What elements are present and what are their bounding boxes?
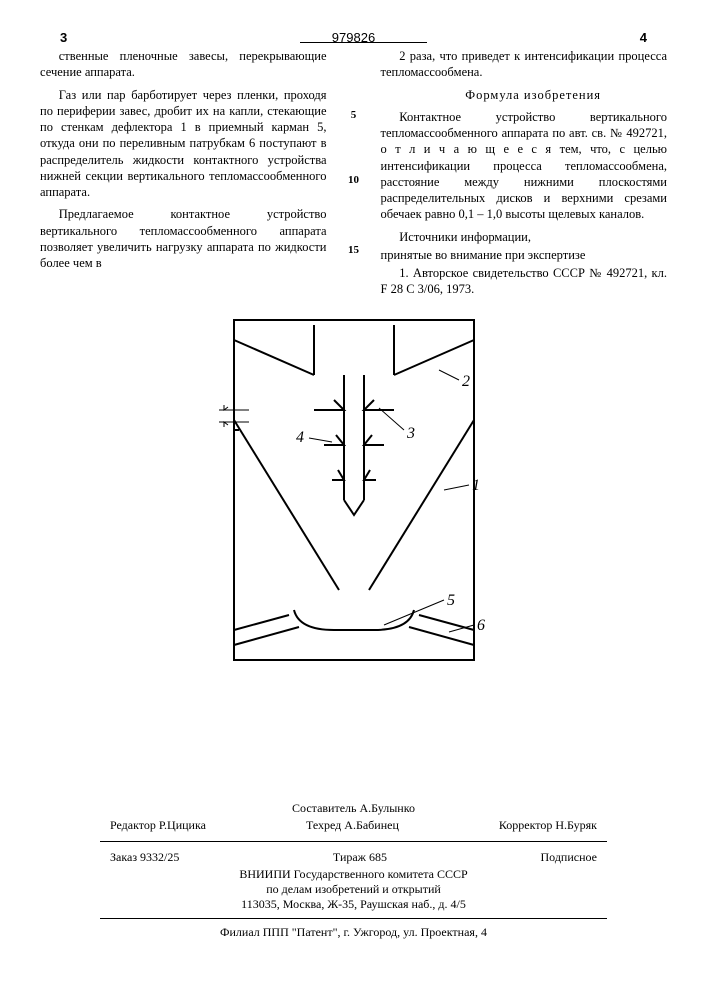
header-rule bbox=[300, 42, 427, 43]
para: принятые во внимание при экспертизе bbox=[381, 247, 668, 263]
line-marker: 15 bbox=[348, 243, 359, 257]
page-num-right: 4 bbox=[640, 30, 647, 45]
editor: Редактор Р.Цицика bbox=[110, 818, 206, 833]
org-line: по делам изобретений и открытий bbox=[100, 882, 607, 897]
address-line: 113035, Москва, Ж-35, Раушская наб., д. … bbox=[100, 897, 607, 912]
rule bbox=[100, 841, 607, 842]
filial-line: Филиал ППП "Патент", г. Ужгород, ул. Про… bbox=[100, 925, 607, 940]
para: Контактное устройство вертикального тепл… bbox=[381, 109, 668, 223]
figure-label-2: 2 bbox=[462, 373, 470, 390]
para: ственные пленочные завесы, перекрывающие… bbox=[40, 48, 327, 81]
para: Предлагаемое контактное устройство верти… bbox=[40, 206, 327, 271]
figure-svg: 2 3 4 1 5 6 bbox=[214, 310, 494, 670]
editors-row: Редактор Р.Цицика Техред А.Бабинец Корре… bbox=[100, 816, 607, 835]
line-marker: 5 bbox=[351, 108, 357, 122]
compiler-label: Составитель bbox=[292, 801, 356, 815]
para: 2 раза, что приведет к интенсификации пр… bbox=[381, 48, 668, 81]
right-column: 2 раза, что приведет к интенсификации пр… bbox=[381, 48, 668, 304]
page-num-left: 3 bbox=[60, 30, 67, 45]
figure-label-5: 5 bbox=[447, 592, 455, 609]
line-number-gutter: 5 10 15 bbox=[347, 48, 361, 304]
org-line: ВНИИПИ Государственного комитета СССР bbox=[100, 867, 607, 882]
line-marker: 10 bbox=[348, 173, 359, 187]
subscription: Подписное bbox=[541, 850, 598, 865]
rule bbox=[100, 918, 607, 919]
figure-label-4: 4 bbox=[296, 429, 304, 446]
credits-block: Составитель А.Булынко Редактор Р.Цицика … bbox=[100, 801, 607, 940]
para: Газ или пар барботирует через пленки, пр… bbox=[40, 87, 327, 201]
techred: Техред А.Бабинец bbox=[306, 818, 399, 833]
left-column: ственные пленочные завесы, перекрывающие… bbox=[40, 48, 327, 304]
compiler-line: Составитель А.Булынко bbox=[100, 801, 607, 816]
para: 1. Авторское свидетельство СССР № 492721… bbox=[381, 265, 668, 298]
compiler-name: А.Булынко bbox=[360, 801, 415, 815]
para: Источники информации, bbox=[381, 229, 668, 245]
order-row: Заказ 9332/25 Тираж 685 Подписное bbox=[100, 848, 607, 867]
figure: 2 3 4 1 5 6 bbox=[214, 310, 494, 675]
tirage: Тираж 685 bbox=[333, 850, 387, 865]
figure-label-1: 1 bbox=[472, 477, 480, 494]
columns: ственные пленочные завесы, перекрывающие… bbox=[40, 48, 667, 304]
section-heading: Формула изобретения bbox=[381, 87, 668, 103]
page: 3 4 979826 ственные пленочные завесы, пе… bbox=[0, 0, 707, 1000]
figure-label-6: 6 bbox=[477, 617, 485, 634]
order-num: Заказ 9332/25 bbox=[110, 850, 179, 865]
corrector: Корректор Н.Буряк bbox=[499, 818, 597, 833]
figure-label-3: 3 bbox=[406, 425, 415, 442]
